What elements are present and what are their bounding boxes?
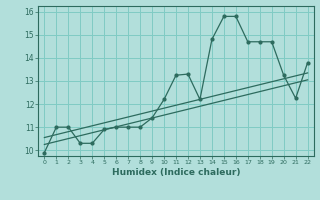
X-axis label: Humidex (Indice chaleur): Humidex (Indice chaleur): [112, 168, 240, 177]
